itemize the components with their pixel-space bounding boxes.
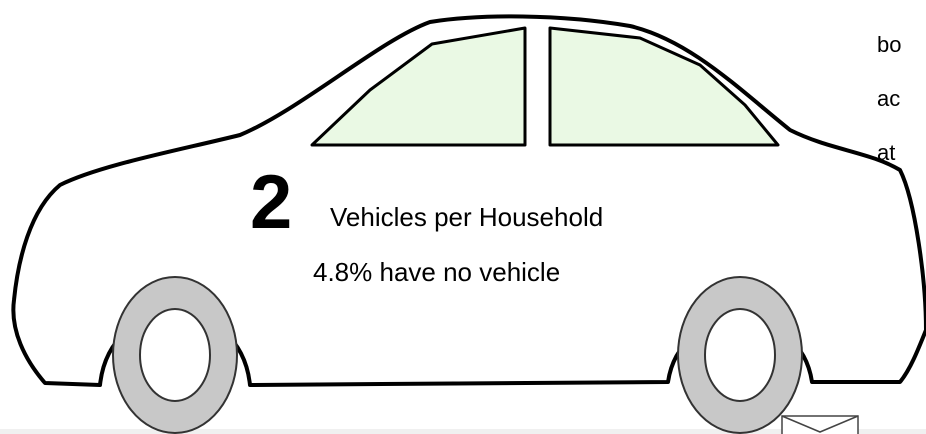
hub [705, 309, 775, 401]
side-text: at [877, 140, 895, 165]
rear-wheel [113, 277, 237, 433]
car-graphic: 2 Vehicles per Household 4.8% have no ve… [0, 0, 926, 434]
count: 2 [250, 160, 292, 245]
front-wheel [678, 277, 802, 433]
envelope-icon[interactable] [782, 416, 858, 434]
label: Vehicles per Household [330, 202, 603, 232]
hub [140, 309, 210, 401]
side-text: ac [877, 86, 900, 111]
side-text: bo [877, 32, 901, 57]
page: 2 Vehicles per Household 4.8% have no ve… [0, 0, 926, 434]
note: 4.8% have no vehicle [313, 257, 560, 287]
